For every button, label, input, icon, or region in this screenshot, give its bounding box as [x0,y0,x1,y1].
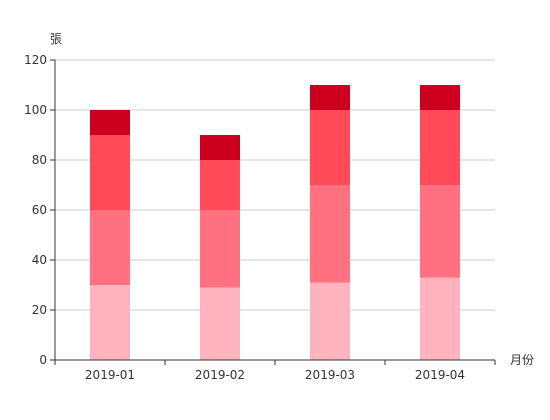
bars [90,85,460,360]
x-tick-label: 2019-02 [195,368,245,382]
y-tick-label: 120 [24,53,47,67]
bar-segment [90,210,130,285]
bar-segment [310,282,350,360]
bar-segment [420,185,460,278]
bar-segment [90,135,130,210]
bar-segment [200,210,240,288]
ticks: 0 20 40 60 80 100 120 2019-01 2019-02 2019-03 2019… [24,53,496,382]
y-tick-label: 20 [32,303,47,317]
bar-segment [90,110,130,135]
bar-segment [310,185,350,283]
bar-segment [420,277,460,360]
bar-segment [90,285,130,360]
y-tick-label: 80 [32,153,47,167]
bar-segment [420,110,460,185]
y-tick-label: 60 [32,203,47,217]
x-tick-label: 2019-03 [305,368,355,382]
x-tick-label: 2019-01 [85,368,135,382]
bar-segment [420,85,460,110]
x-tick-label: 2019-04 [415,368,465,382]
y-tick-label: 40 [32,253,47,267]
bar-segment [200,287,240,360]
bar-segment [310,110,350,185]
bar-segment [200,135,240,160]
bar-segment [200,160,240,210]
x-axis-title: 月份 [510,353,534,367]
y-tick-label: 0 [39,353,47,367]
bar-segment [310,85,350,110]
y-axis-title: 張 [50,32,62,46]
y-tick-label: 100 [24,103,47,117]
